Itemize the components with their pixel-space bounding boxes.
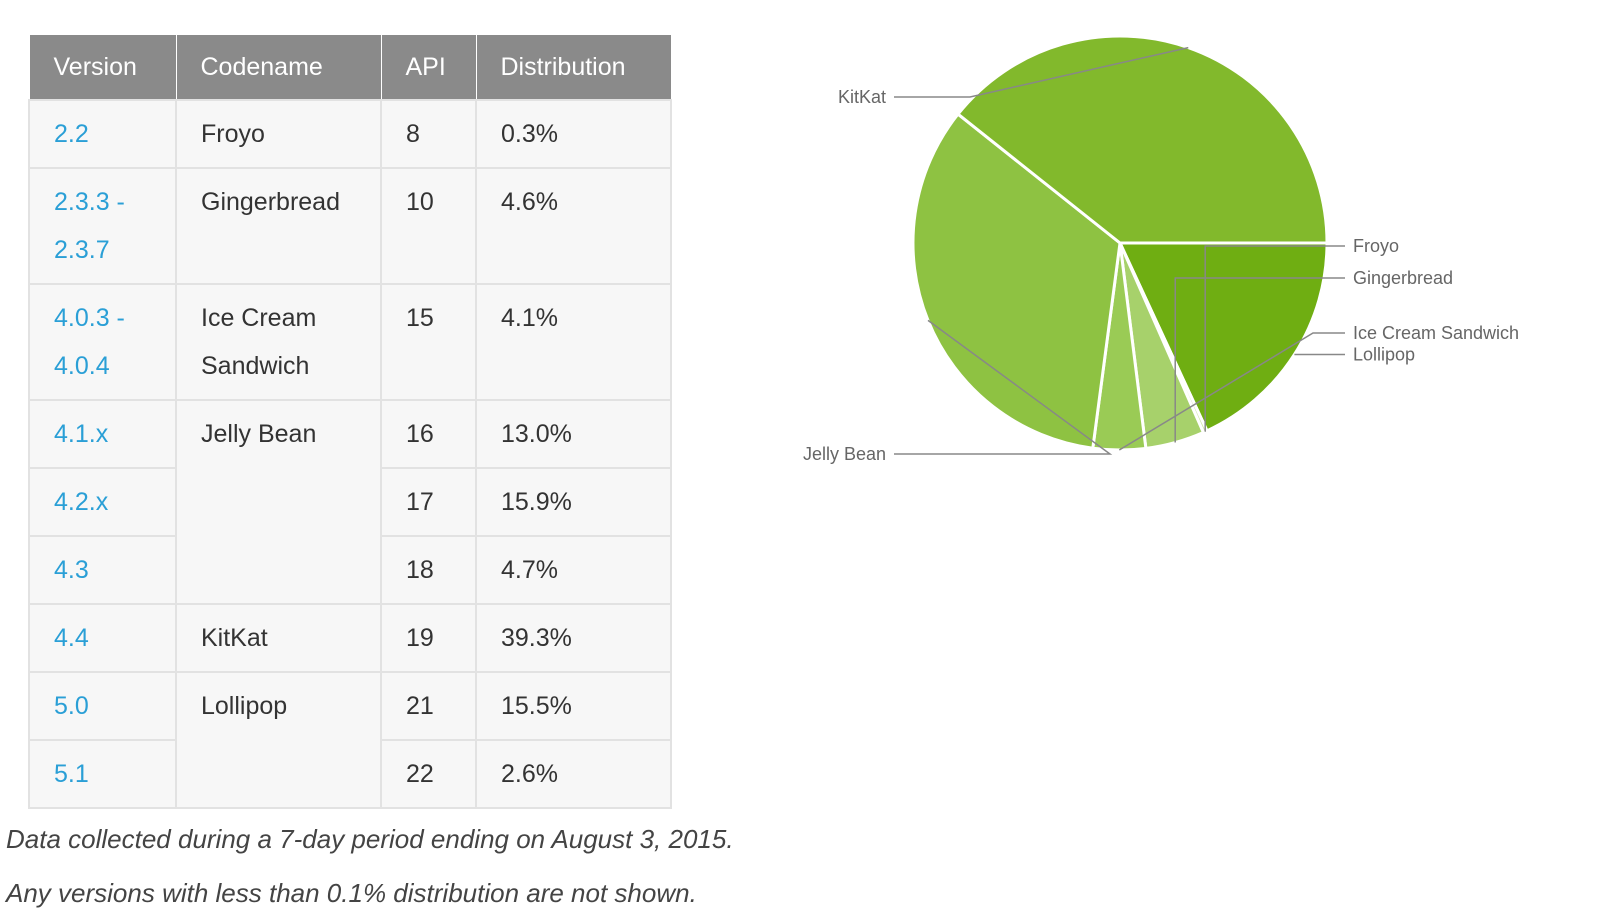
distribution-cell: 0.3% [476,100,671,168]
version-link[interactable]: 4.3 [29,536,176,604]
table-row: 2.3.3 - 2.3.7 Gingerbread 10 4.6% [29,168,671,284]
header-version: Version [29,35,176,101]
api-cell: 18 [381,536,476,604]
api-cell: 22 [381,740,476,808]
version-link[interactable]: 4.1.x [29,400,176,468]
api-cell: 17 [381,468,476,536]
version-link[interactable]: 4.0.3 - 4.0.4 [29,284,176,400]
codename-cell: Gingerbread [176,168,381,284]
distribution-cell: 4.1% [476,284,671,400]
distribution-cell: 39.3% [476,604,671,672]
version-link[interactable]: 2.3.3 - 2.3.7 [29,168,176,284]
table-row: 5.0 Lollipop 21 15.5% [29,672,671,740]
pie-chart: Lollipop Froyo Gingerbread Ice Cream Sandwi… [780,20,1580,500]
distribution-cell: 13.0% [476,400,671,468]
api-cell: 8 [381,100,476,168]
table-row: 4.4 KitKat 19 39.3% [29,604,671,672]
version-link[interactable]: 4.4 [29,604,176,672]
slice-label-jelly-bean: Jelly Bean [803,444,886,464]
slice-label-gingerbread: Gingerbread [1353,268,1453,288]
distribution-cell: 4.6% [476,168,671,284]
header-distribution: Distribution [476,35,671,101]
distribution-cell: 15.9% [476,468,671,536]
api-cell: 21 [381,672,476,740]
version-link[interactable]: 5.1 [29,740,176,808]
version-link[interactable]: 4.2.x [29,468,176,536]
distribution-cell: 4.7% [476,536,671,604]
codename-cell: Jelly Bean [176,400,381,604]
codename-cell: Lollipop [176,672,381,808]
slice-label-kitkat: KitKat [838,87,886,107]
table-row: 4.1.x Jelly Bean 16 13.0% [29,400,671,468]
api-cell: 16 [381,400,476,468]
api-cell: 10 [381,168,476,284]
footnote-2: Any versions with less than 0.1% distrib… [6,878,697,909]
slice-label-lollipop: Lollipop [1353,344,1415,364]
table-row: 4.0.3 - 4.0.4 Ice Cream Sandwich 15 4.1% [29,284,671,400]
codename-cell: KitKat [176,604,381,672]
distribution-table: Version Codename API Distribution 2.2 Fr… [28,34,672,809]
api-cell: 15 [381,284,476,400]
slice-label-ice-cream-sandwich: Ice Cream Sandwich [1353,323,1519,343]
codename-cell: Ice Cream Sandwich [176,284,381,400]
header-api: API [381,35,476,101]
version-link[interactable]: 2.2 [29,100,176,168]
codename-cell: Froyo [176,100,381,168]
footnote: Data collected during a 7-day period end… [6,824,734,855]
header-codename: Codename [176,35,381,101]
table-row: 2.2 Froyo 8 0.3% [29,100,671,168]
table-header-row: Version Codename API Distribution [29,35,671,101]
slice-label-froyo: Froyo [1353,236,1399,256]
distribution-cell: 2.6% [476,740,671,808]
api-cell: 19 [381,604,476,672]
version-link[interactable]: 5.0 [29,672,176,740]
distribution-cell: 15.5% [476,672,671,740]
